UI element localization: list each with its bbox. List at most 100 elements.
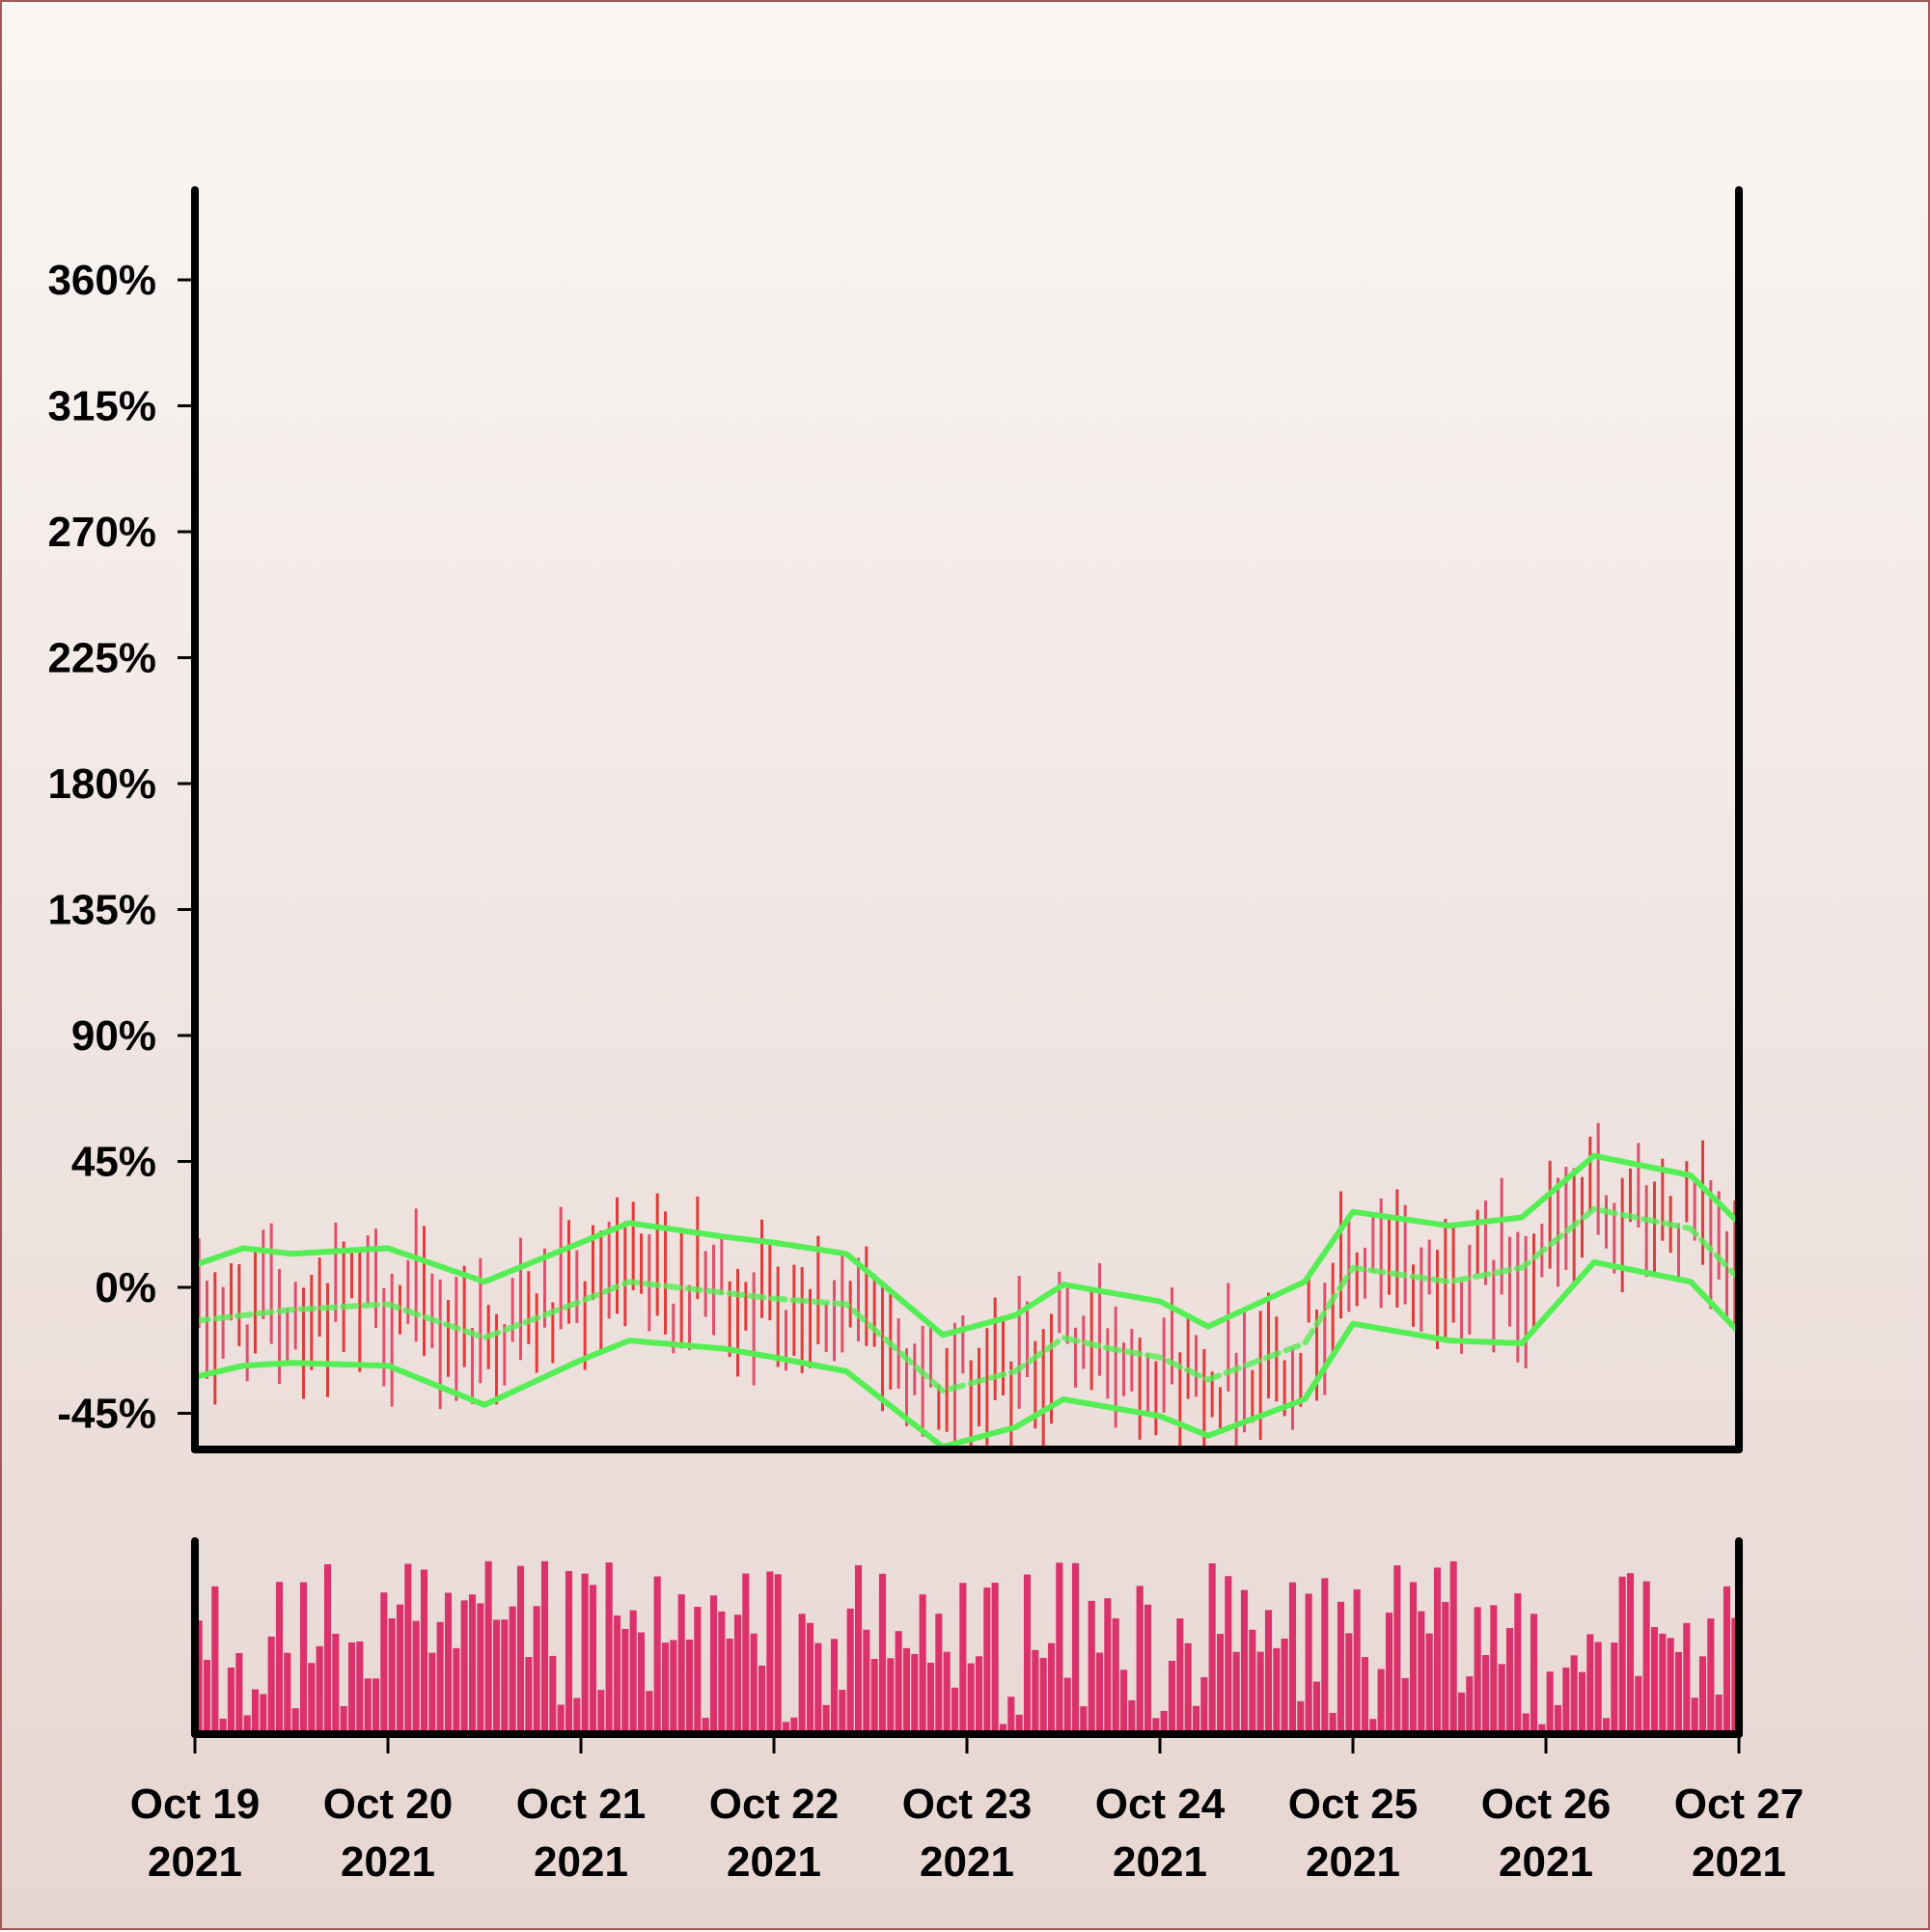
volume-bar [1232,1651,1240,1734]
volume-bar [1208,1562,1216,1734]
volume-bar [1136,1586,1144,1734]
volume-bar [637,1632,646,1734]
volume-bar [1474,1607,1481,1734]
volume-bar [1032,1649,1039,1734]
volume-bar [782,1722,790,1734]
volume-bar [1554,1704,1562,1734]
volume-bar [1080,1706,1088,1734]
volume-bar [347,1642,356,1734]
volume-bar [1088,1600,1095,1734]
volume-bar [1425,1633,1433,1734]
volume-bar [1393,1565,1401,1734]
volume-bar [863,1629,870,1734]
volume-bar [902,1647,911,1734]
volume-bar [814,1642,822,1734]
volume-bar [830,1639,839,1734]
volume-bar [798,1614,806,1734]
volume-bar [1635,1675,1642,1734]
volume-bar [670,1640,677,1734]
x-tick-label-year: 2021 [148,1838,242,1886]
volume-bar [1353,1588,1361,1734]
y-tick-label: 0% [95,1264,156,1311]
volume-bar [356,1641,364,1734]
volume-bar [396,1604,404,1734]
volume-bar [468,1594,477,1734]
volume-bar [340,1705,347,1734]
volume-bar [444,1592,453,1734]
volume-plot-area [195,1560,1739,1734]
volume-bar [1112,1617,1119,1734]
volume-bar [846,1608,854,1734]
volume-bar [1698,1656,1707,1734]
volume-bar [1586,1634,1594,1734]
volume-bar [975,1656,983,1734]
x-axis-tick-labels: Oct 19 2021 Oct 20 2021 Oct 21 2021 Oct 22 2021… [130,1780,1805,1886]
volume-bar [1063,1677,1071,1734]
volume-bar [926,1662,935,1734]
volume-bar [629,1610,637,1734]
volume-bar [822,1704,830,1734]
axes [178,186,1743,1753]
volume-bar [702,1718,709,1734]
volume-bar [308,1663,316,1734]
x-tick-label-date: Oct 19 [130,1780,261,1828]
volume-bar [1418,1611,1425,1734]
volume-bar [1457,1692,1466,1734]
volume-bar [1481,1655,1490,1734]
volume-bar [742,1573,750,1734]
volume-bar [597,1690,605,1734]
volume-bar [621,1628,629,1734]
volume-bar [895,1631,902,1734]
volume-bar [646,1691,653,1734]
x-tick-label-year: 2021 [1692,1838,1786,1886]
volume-bar [1490,1605,1498,1734]
volume-bar [943,1651,951,1734]
volume-bar [1618,1576,1626,1734]
volume-bar [404,1563,412,1734]
volume-bar [1007,1697,1015,1734]
volume-bar [1305,1593,1312,1734]
x-tick-label-year: 2021 [920,1838,1014,1886]
volume-bar [573,1697,581,1734]
volume-bar [750,1633,758,1734]
volume-bar [316,1645,323,1734]
volume-bar [1281,1638,1288,1734]
volume-bar [1514,1593,1522,1734]
volume-bar [677,1594,685,1734]
lower-band-line [195,1258,1739,1449]
volume-bar [1731,1617,1739,1734]
volume-bar [492,1619,501,1734]
volume-bar [557,1704,565,1734]
x-tick-label-date: Oct 22 [709,1780,840,1828]
volume-bar [1216,1634,1225,1734]
volume-bar [1401,1677,1409,1734]
x-tick-label-year: 2021 [727,1838,821,1886]
y-tick-label: 90% [71,1012,156,1060]
volume-bar [1297,1700,1305,1734]
volume-bar [1530,1614,1538,1734]
volume-bar [694,1607,702,1734]
volume-bar [1144,1604,1152,1734]
volume-bar [1715,1695,1723,1734]
volume-bar [299,1582,308,1734]
volume-bar [1039,1657,1047,1734]
volume-bar [453,1647,460,1734]
volume-bar [1626,1573,1635,1734]
volume-bar [516,1565,525,1734]
volume-bar [1433,1567,1442,1734]
volume-bar [991,1583,999,1734]
volume-bar [533,1606,540,1734]
volume-bar [1192,1705,1200,1734]
volume-bar [878,1573,887,1734]
volume-bar [1160,1710,1168,1734]
volume-bar [1015,1714,1023,1734]
volume-bar [911,1653,919,1734]
volume-bar [332,1633,340,1734]
volume-bar [718,1611,726,1734]
bollinger-bands [195,1152,1739,1449]
volume-bar [219,1718,227,1734]
moving-average-middle-line [195,1205,1739,1394]
volume-bar [1256,1651,1264,1734]
